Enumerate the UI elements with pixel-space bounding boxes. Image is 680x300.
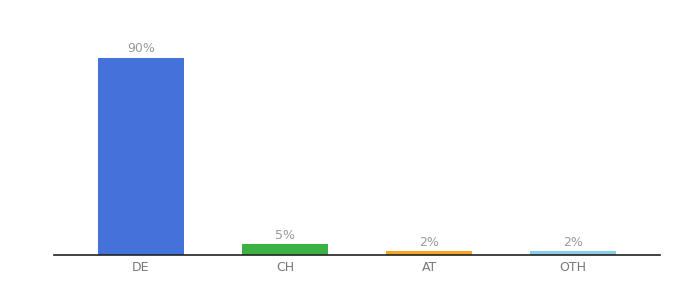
Text: 90%: 90%	[127, 42, 155, 55]
Bar	[530, 250, 616, 255]
Text: 2%: 2%	[419, 236, 439, 249]
Text: 5%: 5%	[275, 229, 295, 242]
Bar	[241, 244, 328, 255]
Bar	[386, 250, 473, 255]
Text: 2%: 2%	[563, 236, 583, 249]
Bar	[98, 58, 184, 255]
